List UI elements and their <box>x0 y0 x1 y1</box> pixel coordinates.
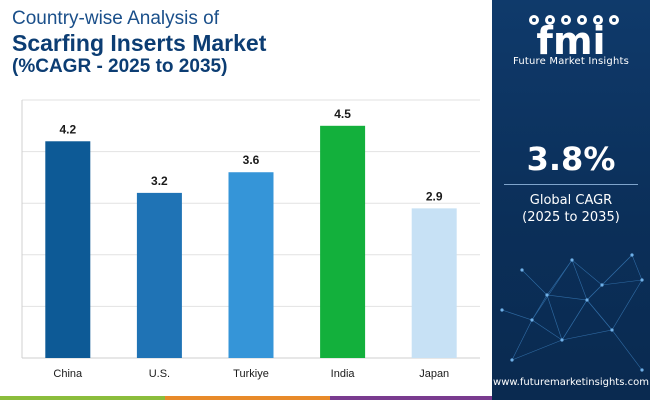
bar-turkiye <box>228 172 274 358</box>
website-link[interactable]: www.futuremarketinsights.com <box>493 377 649 388</box>
bottom-stripe-green <box>0 396 165 400</box>
global-cagr-label: Global CAGR (2025 to 2035) <box>492 192 650 226</box>
bar-china <box>45 141 91 358</box>
title-line-2: Scarfing Inserts Market <box>12 30 267 56</box>
data-label: 4.2 <box>59 122 76 136</box>
data-label: 2.9 <box>426 189 443 203</box>
x-tick-label: China <box>53 368 83 380</box>
chart-svg: 4.2 China 3.2 U.S. 3.6 Turkiye 4.5 India 2.9 Japa… <box>21 99 480 380</box>
bar-japan <box>411 208 457 358</box>
bar-india <box>320 125 366 358</box>
bar-us <box>136 192 182 358</box>
x-tick-label: India <box>331 368 356 380</box>
title-block: Country-wise Analysis of Scarfing Insert… <box>12 8 266 78</box>
data-label: 4.5 <box>334 107 351 121</box>
logo-mark: fmi <box>536 19 605 63</box>
bottom-stripe-orange <box>165 396 330 400</box>
bar-chart: 4.2 China 3.2 U.S. 3.6 Turkiye 4.5 India 2.9 Japa… <box>0 96 492 392</box>
title-line-1: Country-wise Analysis of <box>12 8 219 29</box>
bottom-stripe-purple <box>330 396 492 400</box>
right-panel: fmi Future Market Insights 3.8% Global C… <box>492 0 650 400</box>
title-line-3: (%CAGR - 2025 to 2035) <box>12 56 228 77</box>
global-cagr-value: 3.8% <box>526 140 616 178</box>
cagr-label-line-2: (2025 to 2035) <box>522 210 620 225</box>
fmi-logo: fmi <box>529 15 619 63</box>
x-tick-label: U.S. <box>149 368 170 380</box>
x-tick-label: Japan <box>419 368 449 380</box>
cagr-label-line-1: Global CAGR <box>529 193 613 208</box>
x-tick-label: Turkiye <box>233 368 269 380</box>
network-decoration <box>500 253 644 372</box>
cagr-divider <box>504 184 638 185</box>
brand-name: Future Market Insights <box>512 56 630 67</box>
data-label: 3.6 <box>243 153 260 167</box>
data-label: 3.2 <box>151 174 168 188</box>
